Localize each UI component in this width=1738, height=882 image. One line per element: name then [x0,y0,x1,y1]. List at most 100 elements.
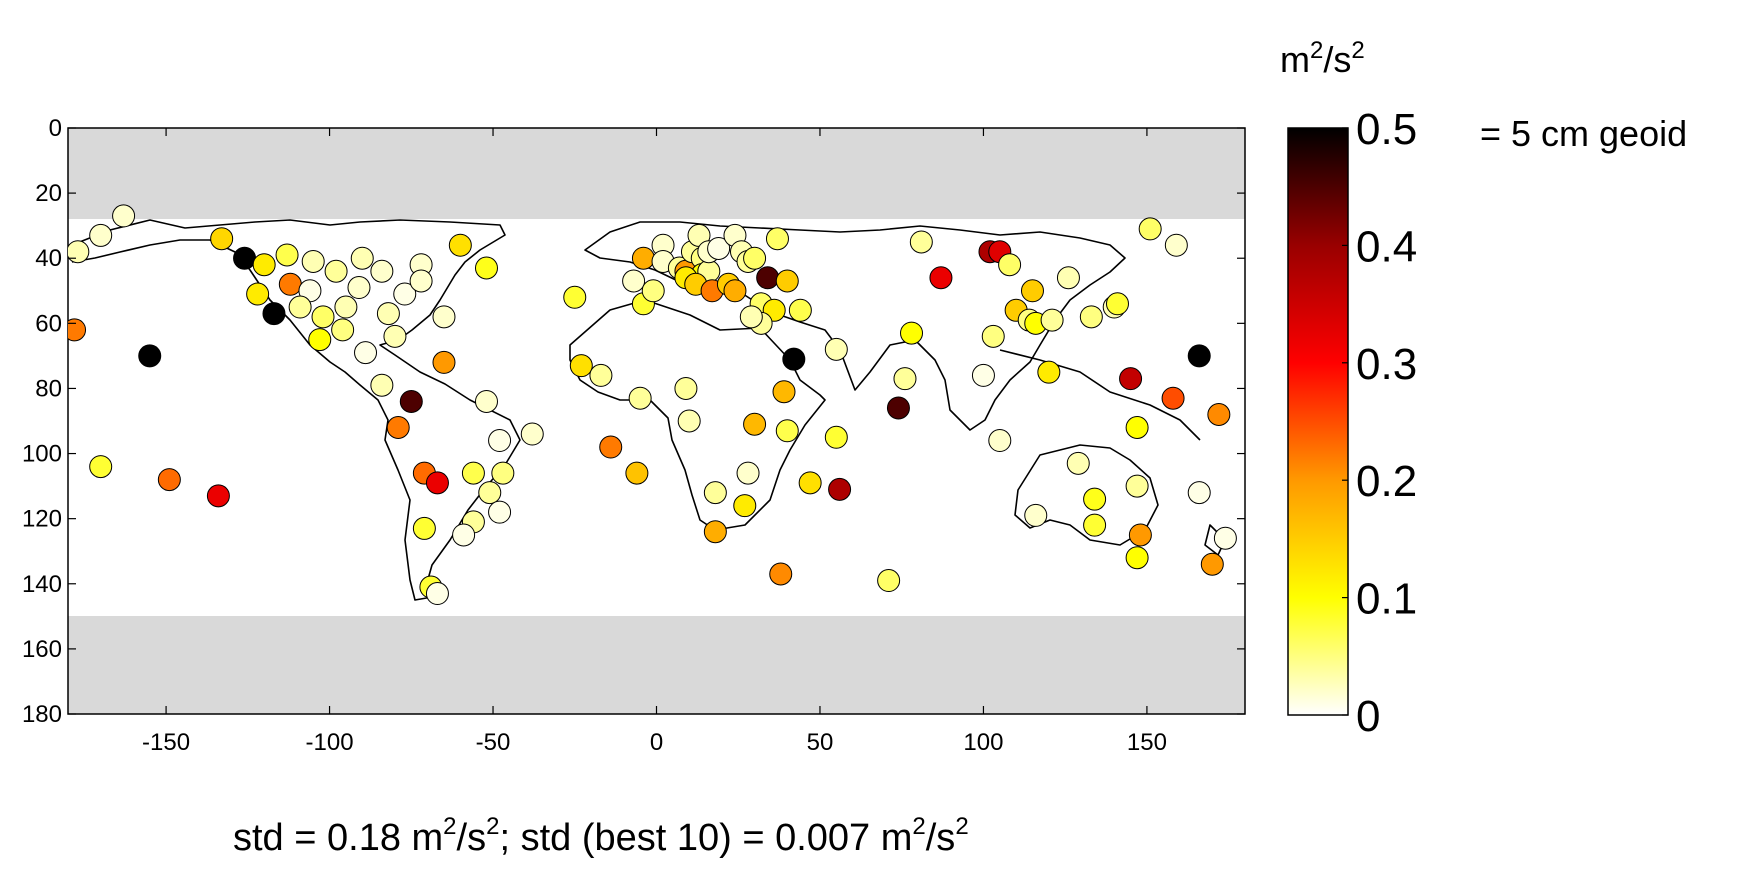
station-point [334,295,358,319]
colorbar-unit: m2/s2 [1280,37,1365,80]
std-summary: std = 0.18 m2/s2; std (best 10) = 0.007 … [233,813,969,859]
y-tick-label: 20 [35,180,62,207]
station-point [210,227,234,251]
station-point [1105,292,1129,316]
station-point [1138,217,1162,241]
x-tick-label: 0 [650,729,663,756]
station-point [432,305,456,329]
station-point [520,422,544,446]
station-point [376,302,400,326]
station-point [278,272,302,296]
station-point [971,363,995,387]
station-point [311,305,335,329]
station-point [1187,481,1211,505]
station-point [488,429,512,453]
station-point [1020,279,1044,303]
station-point [824,337,848,361]
station-point [488,500,512,524]
x-tick-label: 150 [1127,729,1167,756]
y-tick-label: 180 [22,701,62,728]
station-point [324,259,348,283]
station-point [393,282,417,306]
station-point [1024,503,1048,527]
station-point [703,520,727,544]
station-point [347,276,371,300]
x-tick-label: 50 [807,729,834,756]
station-point [589,363,613,387]
station-point [275,243,299,267]
x-tick-label: -150 [142,729,190,756]
masked-band-south [68,616,1245,714]
x-tick-label: -100 [306,729,354,756]
station-point [641,279,665,303]
colorbar-tick-label: 0 [1356,692,1380,741]
station-point [331,318,355,342]
x-axis-ticks: -150 -100 -50 0 50 100 150 [142,128,1167,756]
colorbar-ticks: 0 0.1 0.2 0.3 0.4 0.5 [1342,105,1417,741]
station-point [1083,487,1107,511]
station-point [988,429,1012,453]
station-point [622,269,646,293]
station-point [354,341,378,365]
y-tick-label: 0 [49,115,62,142]
station-point [625,461,649,485]
station-point [628,386,652,410]
station-markers [68,204,1237,606]
station-point [425,582,449,606]
station-point [425,471,449,495]
station-point [739,305,763,329]
station-point [1056,266,1080,290]
station-point [1037,360,1061,384]
colorbar-annotation: = 5 cm geoid [1480,113,1687,154]
station-point [474,389,498,413]
station-point [432,350,456,374]
station-point [733,494,757,518]
station-point [569,354,593,378]
station-point [409,269,433,293]
station-point [1207,402,1231,426]
station-point [478,481,502,505]
station-point [828,477,852,501]
station-point [252,253,276,277]
station-point [1213,526,1237,550]
station-point [824,425,848,449]
colorbar: 0 0.1 0.2 0.3 0.4 0.5 m2/s2 = 5 cm geoid [1280,37,1687,741]
colorbar-tick-label: 0.1 [1356,575,1417,624]
station-point [308,328,332,352]
station-point [998,253,1022,277]
station-point [370,259,394,283]
station-point [1079,305,1103,329]
station-point [1125,416,1149,440]
station-point [563,285,587,309]
station-point [112,204,136,228]
station-point [1040,308,1064,332]
station-point [350,246,374,270]
colorbar-tick-label: 0.2 [1356,457,1417,506]
station-point [370,373,394,397]
y-tick-label: 120 [22,506,62,533]
masked-band-north [68,128,1245,219]
y-axis-ticks: 0 20 40 60 80 100 120 140 160 180 [22,115,1245,728]
station-point [1128,523,1152,547]
station-point [1125,546,1149,570]
station-point [1187,344,1211,368]
station-point [782,347,806,371]
colorbar-tick-label: 0.3 [1356,340,1417,389]
station-point [1119,367,1143,391]
station-point [89,223,113,247]
station-point [386,416,410,440]
x-tick-label: 100 [963,729,1003,756]
station-point [262,302,286,326]
station-point [599,435,623,459]
station-point [1083,513,1107,537]
y-tick-label: 160 [22,636,62,663]
station-point [1200,552,1224,576]
station-point [677,409,701,433]
y-tick-label: 40 [35,245,62,272]
station-point [707,236,731,260]
station-point [909,230,933,254]
station-point [206,484,230,508]
station-point [399,389,423,413]
station-point [452,523,476,547]
